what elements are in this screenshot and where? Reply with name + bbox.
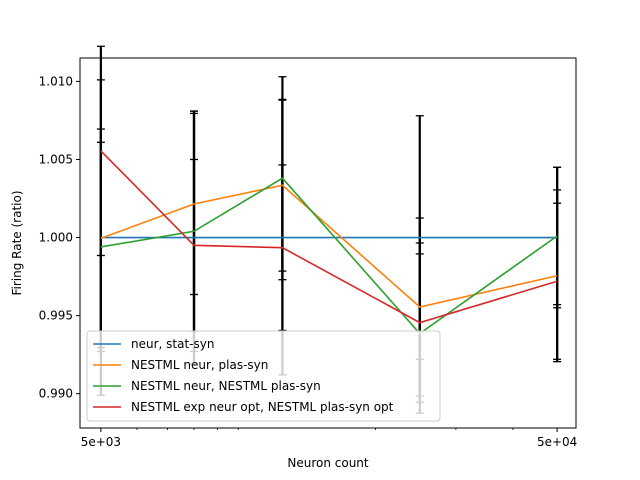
- y-tick-label: 1.000: [39, 231, 73, 245]
- x-axis-label: Neuron count: [287, 456, 369, 470]
- x-tick-label: 5e+03: [81, 435, 121, 449]
- legend-label: NESTML neur, NESTML plas-syn: [131, 379, 321, 393]
- legend-label: NESTML exp neur opt, NESTML plas-syn opt: [131, 400, 394, 414]
- legend-box: [86, 330, 441, 422]
- y-tick-label: 1.010: [39, 74, 73, 88]
- legend-label: NESTML neur, plas-syn: [131, 358, 268, 372]
- y-tick-label: 0.995: [39, 309, 73, 323]
- series-line-3: [100, 177, 558, 335]
- legend: neur, stat-syn NESTML neur, plas-syn NESTM…: [86, 330, 441, 422]
- y-axis-label: Firing Rate (ratio): [10, 190, 24, 295]
- axis-ticks: 0.990 0.995 1.000 1.005 1.010 5e+03 5e+04: [39, 74, 578, 449]
- y-tick-label: 0.990: [39, 387, 73, 401]
- series-lines: [100, 150, 558, 335]
- x-tick-label: 5e+04: [537, 435, 577, 449]
- legend-label: neur, stat-syn: [131, 337, 214, 351]
- series-line-2: [100, 184, 558, 308]
- y-tick-label: 1.005: [39, 152, 73, 166]
- series-line-4: [100, 150, 558, 324]
- plot-frame: [79, 57, 577, 429]
